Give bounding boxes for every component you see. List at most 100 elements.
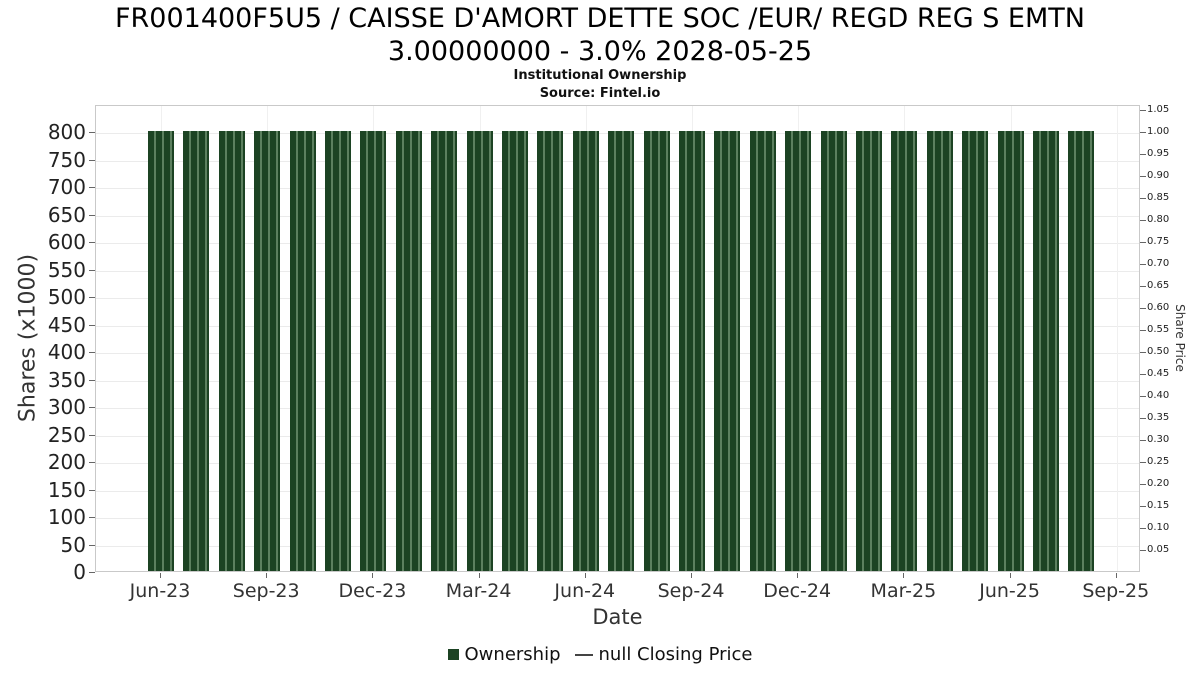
left-axis-tick-label: 550	[47, 257, 86, 282]
left-axis-tick-label: 100	[47, 505, 86, 530]
ownership-bar	[537, 131, 564, 571]
ownership-bar	[926, 131, 953, 571]
ownership-bar	[395, 131, 422, 571]
x-axis-tick-label: Sep-24	[657, 580, 725, 602]
x-axis-tickmark	[903, 573, 905, 578]
legend-label-closing-price: null Closing Price	[598, 644, 753, 665]
right-axis-tick-label: 1.05	[1147, 104, 1170, 116]
right-axis-tickmark	[1140, 352, 1146, 354]
ownership-bar	[218, 131, 245, 571]
ownership-bar	[997, 131, 1024, 571]
right-axis-tickmark	[1140, 396, 1146, 398]
right-axis-tick-label: 0.10	[1147, 522, 1170, 534]
x-axis-tickmark	[372, 573, 374, 578]
right-axis-tickmark	[1140, 506, 1146, 508]
ownership-bar	[820, 131, 847, 571]
legend: Ownership null Closing Price	[0, 644, 1200, 665]
chart-subtitle: Institutional Ownership	[513, 68, 687, 83]
ownership-bar	[360, 131, 387, 571]
left-axis-tick-label: 50	[60, 532, 86, 557]
right-axis-tick-label: 0.05	[1147, 544, 1170, 556]
x-axis-title: Date	[592, 605, 643, 629]
right-axis-tickmark	[1140, 110, 1146, 112]
ownership-bar	[431, 131, 458, 571]
right-axis-tickmark	[1140, 286, 1146, 288]
right-axis-tick-label: 0.90	[1147, 170, 1170, 182]
left-axis-tick-label: 500	[47, 285, 86, 310]
left-axis-tick-label: 250	[47, 422, 86, 447]
right-axis-tickmark	[1140, 462, 1146, 464]
chart-title: FR001400F5U5 / CAISSE D'AMORT DETTE SOC …	[0, 2, 1200, 68]
ownership-bar	[891, 131, 918, 571]
right-axis-tick-label: 0.20	[1147, 478, 1170, 490]
right-axis-title: Share Price	[1173, 304, 1187, 372]
x-axis-tick-label: Mar-25	[870, 580, 937, 602]
right-axis-tickmark	[1140, 220, 1146, 222]
left-axis-tick-label: 600	[47, 230, 86, 255]
legend-item-ownership: Ownership	[447, 644, 561, 665]
left-axis-tick-label: 700	[47, 175, 86, 200]
x-axis-tick-label: Sep-23	[232, 580, 300, 602]
right-axis-tickmark	[1140, 176, 1146, 178]
left-axis-tick-label: 400	[47, 340, 86, 365]
x-axis-tickmark	[797, 573, 799, 578]
left-axis-title: Shares (x1000)	[15, 253, 41, 423]
right-axis-tickmark	[1140, 418, 1146, 420]
right-axis-tick-label: 0.80	[1147, 214, 1170, 226]
x-axis-tick-label: Sep-25	[1082, 580, 1150, 602]
closing-price-line-icon	[574, 653, 593, 656]
right-axis-tickmark	[1140, 264, 1146, 266]
ownership-bar	[1068, 131, 1095, 571]
right-axis-tickmark	[1140, 550, 1146, 552]
ownership-bar	[572, 131, 599, 571]
x-axis-tick-label: Jun-25	[979, 580, 1040, 602]
x-axis-tickmark	[584, 573, 586, 578]
chart-title-line2: 3.00000000 - 3.0% 2028-05-25	[387, 36, 813, 67]
right-axis-tickmark	[1140, 484, 1146, 486]
right-axis-tick-label: 0.45	[1147, 368, 1170, 380]
right-axis-tick-label: 0.25	[1147, 456, 1170, 468]
right-axis-tickmark	[1140, 308, 1146, 310]
ownership-swatch-icon	[447, 649, 459, 660]
x-axis-tick-label: Dec-23	[338, 580, 407, 602]
ownership-bar	[254, 131, 281, 571]
x-axis-tick-label: Jun-23	[129, 580, 191, 602]
ownership-bar	[714, 131, 741, 571]
right-axis-tickmark	[1140, 374, 1146, 376]
right-axis-tick-label: 0.15	[1147, 500, 1170, 512]
x-axis-tickmark	[266, 573, 268, 578]
x-axis-tickmark	[160, 573, 161, 578]
x-axis-tickmark	[1009, 573, 1011, 578]
x-axis-tickmark	[1115, 573, 1117, 578]
ownership-bar	[608, 131, 635, 571]
left-axis-tick-label: 300	[47, 395, 86, 420]
ownership-bar	[1033, 131, 1059, 571]
x-axis-tick-label: Mar-24	[445, 580, 512, 602]
ownership-bar	[679, 131, 705, 571]
ownership-bar	[183, 131, 210, 571]
right-axis-tick-label: 0.70	[1147, 258, 1170, 270]
chart-source: Source: Fintel.io	[539, 86, 661, 101]
right-axis-tick-label: 0.60	[1147, 302, 1170, 314]
plot-area	[95, 105, 1140, 572]
ownership-bar	[289, 131, 316, 571]
right-axis-tickmark	[1140, 528, 1146, 530]
ownership-bar	[643, 131, 670, 571]
left-axis-tickmark	[89, 572, 95, 573]
right-axis-tick-label: 0.95	[1147, 148, 1170, 160]
ownership-bar	[785, 131, 812, 571]
x-axis-tickmark	[691, 573, 692, 578]
right-axis-tick-label: 0.30	[1147, 434, 1170, 446]
right-axis-tickmark	[1140, 132, 1146, 134]
right-axis-tick-label: 0.65	[1147, 280, 1170, 292]
ownership-bar	[325, 131, 351, 571]
right-axis-tick-label: 0.50	[1147, 346, 1170, 358]
right-axis-tickmark	[1140, 242, 1146, 244]
left-axis-tick-label: 750	[47, 147, 86, 172]
right-axis-tick-label: 0.40	[1147, 390, 1170, 402]
chart-title-line1: FR001400F5U5 / CAISSE D'AMORT DETTE SOC …	[115, 3, 1085, 34]
ownership-bar	[148, 131, 174, 571]
left-axis-tick-label: 150	[47, 477, 86, 502]
left-axis-tick-label: 350	[47, 367, 86, 392]
